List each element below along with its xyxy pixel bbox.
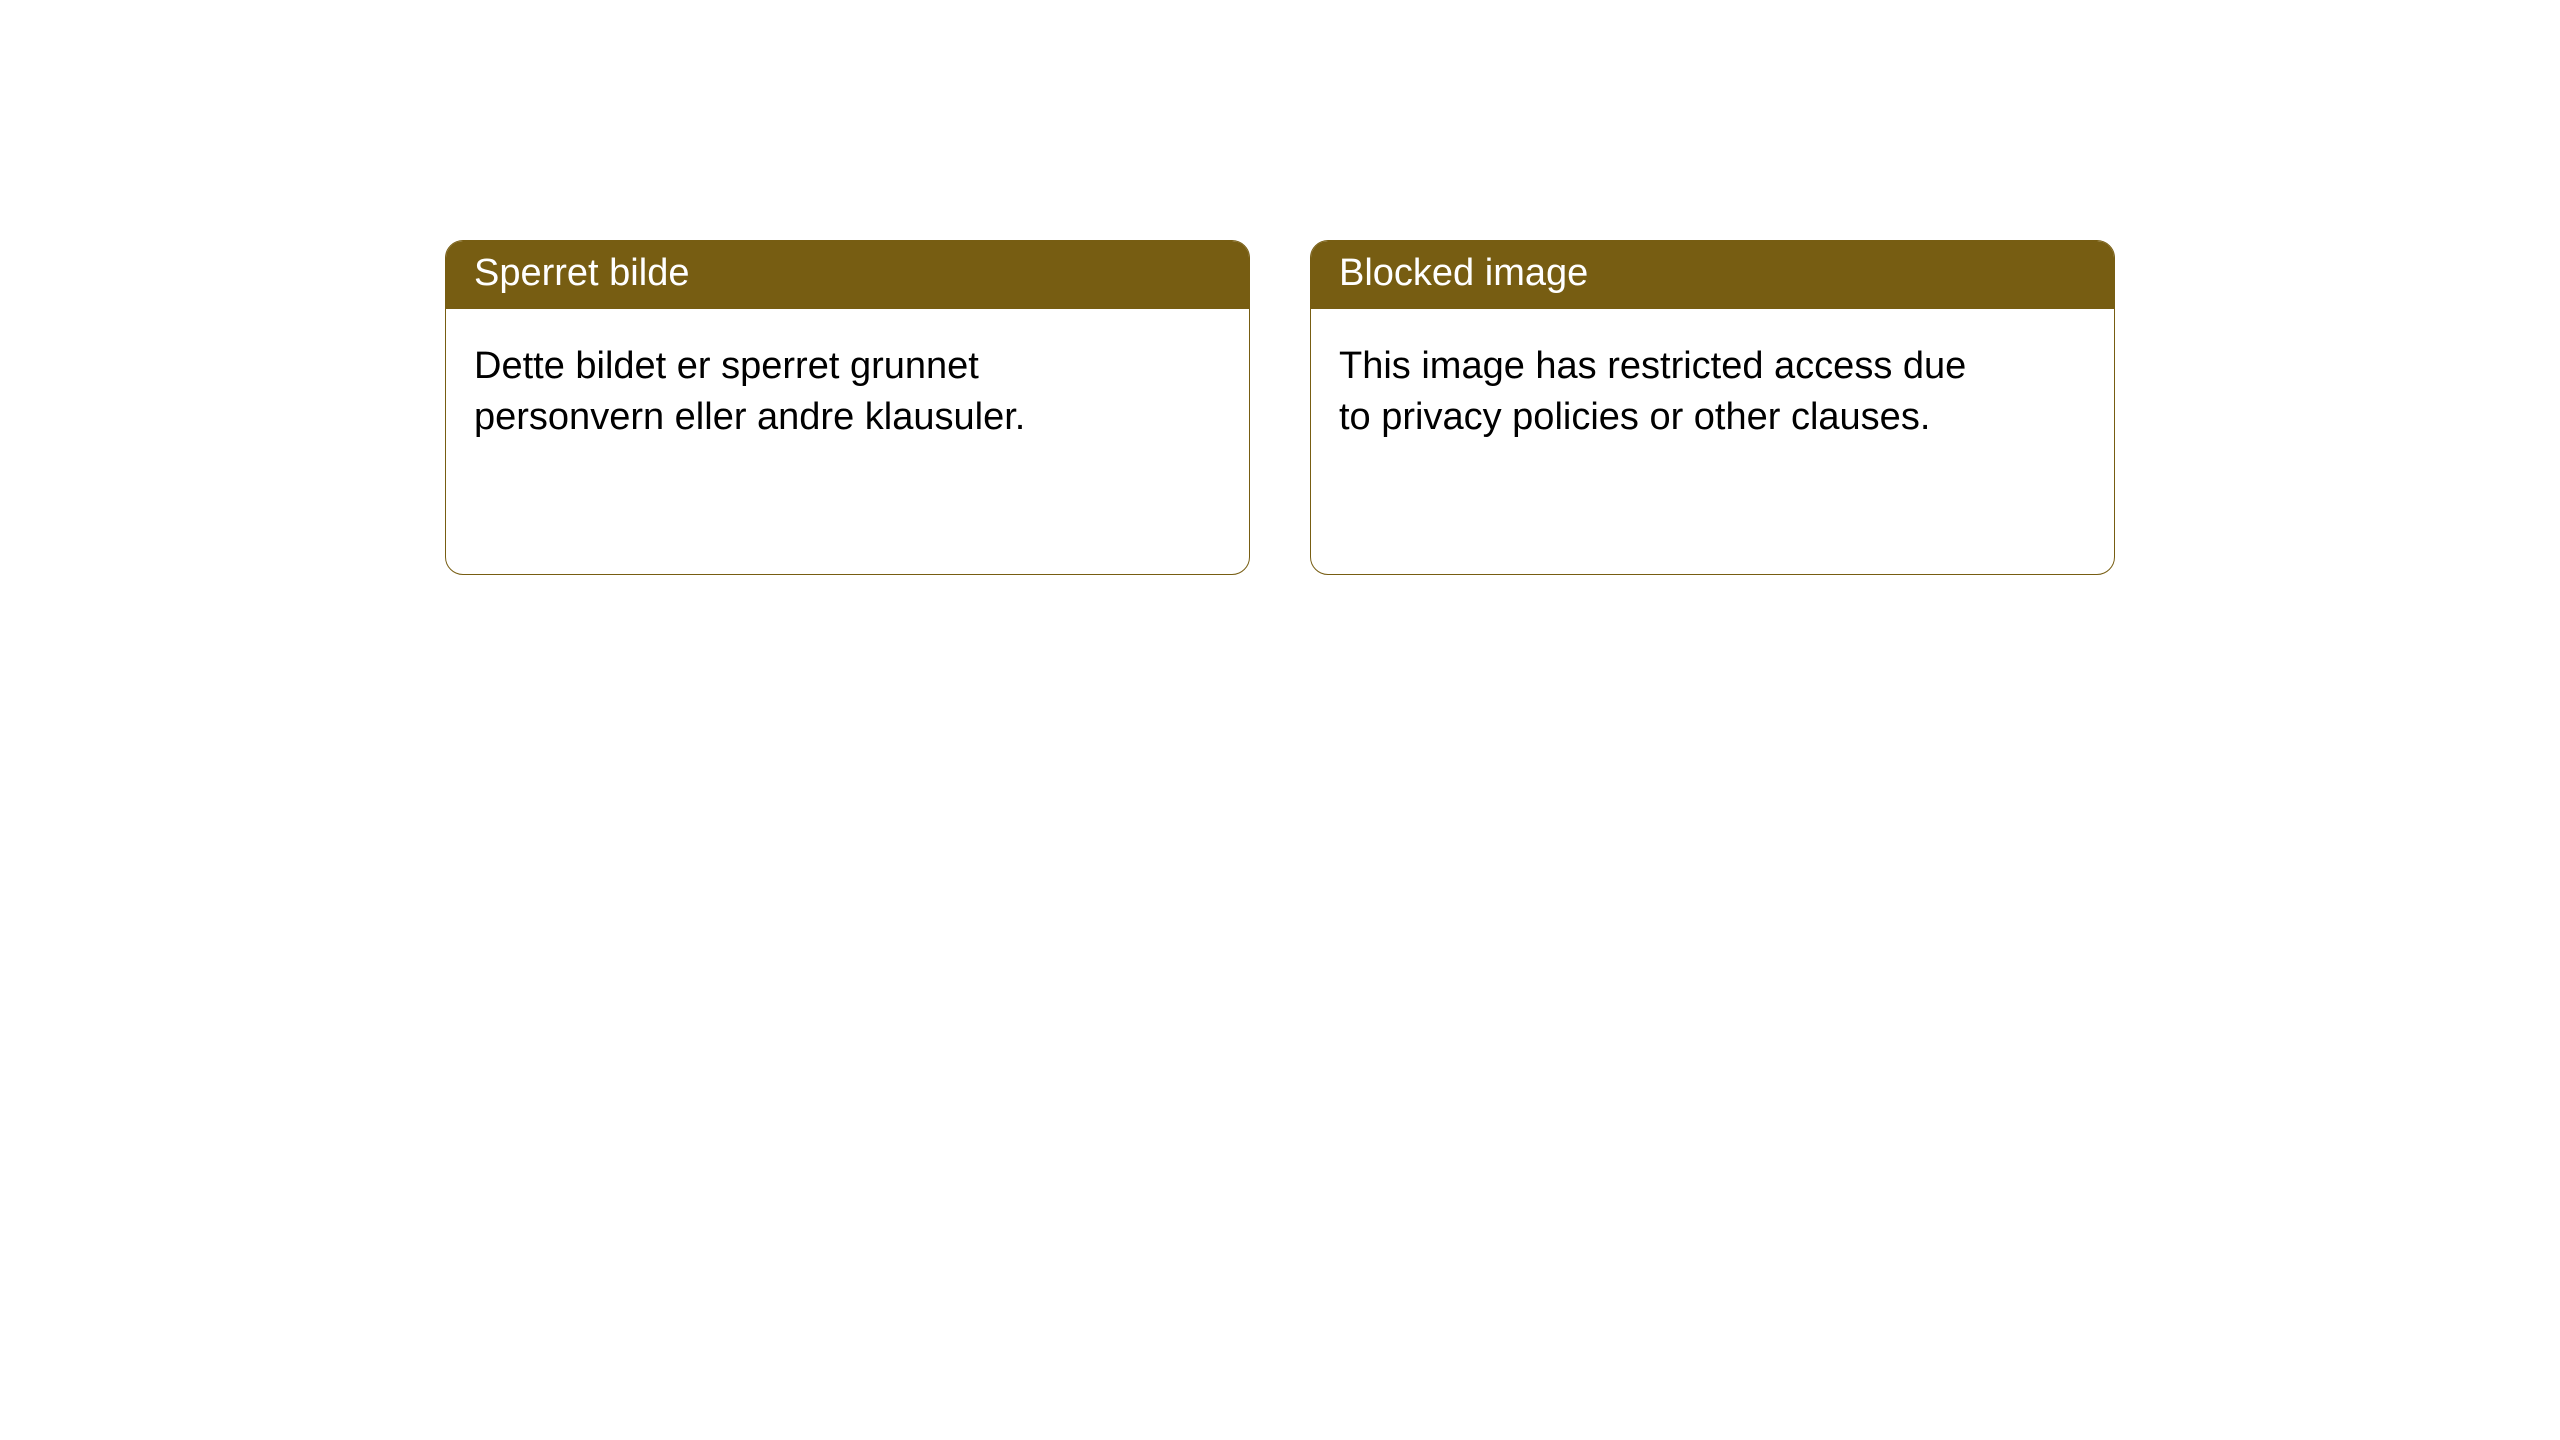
notice-header: Blocked image [1311, 241, 2114, 309]
notice-card-norwegian: Sperret bilde Dette bildet er sperret gr… [445, 240, 1250, 575]
notice-card-english: Blocked image This image has restricted … [1310, 240, 2115, 575]
notice-body: Dette bildet er sperret grunnet personve… [446, 309, 1146, 464]
notice-container: Sperret bilde Dette bildet er sperret gr… [0, 0, 2560, 575]
notice-body: This image has restricted access due to … [1311, 309, 2011, 464]
notice-header: Sperret bilde [446, 241, 1249, 309]
